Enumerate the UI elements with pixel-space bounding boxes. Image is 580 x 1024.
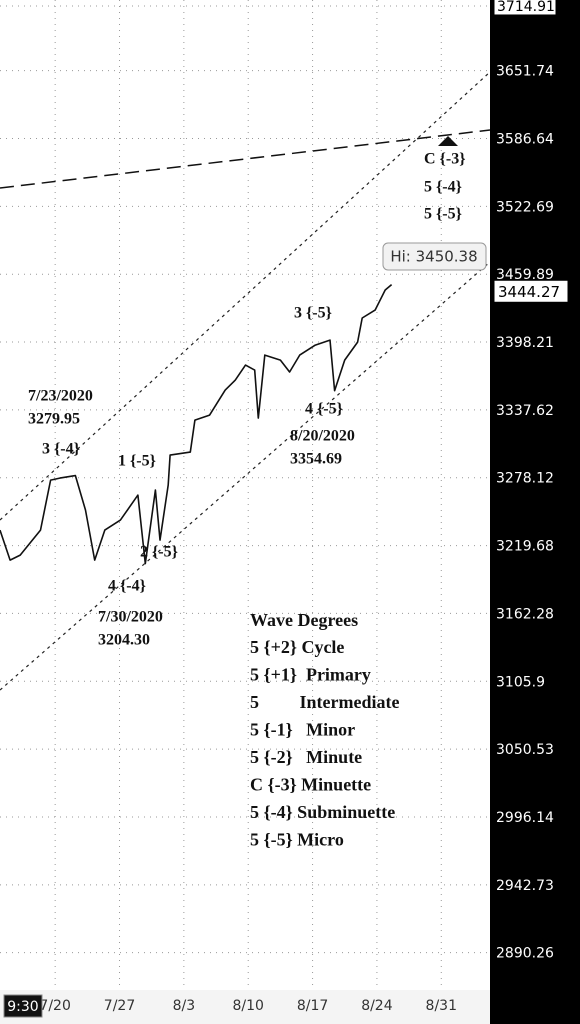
legend-row: C {-3} Minuette [250,775,371,795]
wave-annotation: C {-3} [424,151,466,168]
legend-row: 5 {-2} Minute [250,747,362,767]
wave-annotation: 3279.95 [28,411,80,428]
y-tick-label: 3714.91 [497,0,555,15]
wave-annotation: 5 {-4} [424,179,462,196]
trend-line [0,129,491,189]
plot-background [0,0,490,990]
y-tick-label: 3337.62 [496,403,554,419]
labels: 3714.91 3651.74 3586.64 3522.69 3459.89 3398.… [3,0,569,1018]
legend-row: 5 {+1} Primary [250,665,371,685]
high-label-box [382,242,487,271]
legend-title: Wave Degrees [250,610,358,630]
wave-annotation: 3354.69 [290,451,342,468]
high-label: Hi: 3450.38 [390,248,477,266]
target-marker [438,136,458,146]
y-tick-label: 3162.28 [496,606,554,622]
wave-annotation: 5 {-5} [424,206,462,223]
y-tick-label: 3105.9 [496,674,545,690]
x-tick-label: 7/27 [104,998,135,1014]
marks [0,283,393,565]
legend-row: 5 {-4} Subminuette [250,802,395,822]
wave-annotation: 4 {-4} [108,578,146,595]
cursor-box [3,994,43,1018]
x-tick-label: 8/31 [426,998,457,1014]
channel-upper [0,71,491,521]
wave-annotation: 3204.30 [98,632,150,649]
price-line [0,283,393,565]
y-tick-label: 3398.21 [496,335,554,351]
wave-annotation: 8/20/2020 [290,428,355,445]
y-tick-label: 3459.89 [496,267,554,283]
x-tick-label: 7/20 [39,998,70,1014]
y-axis-panel [490,0,580,1024]
last-price-box [493,279,569,303]
y-tick-label: 3651.74 [496,64,554,80]
x-tick-label: 8/24 [361,998,393,1014]
wave-annotation: 3 {-5} [294,305,332,322]
y-tick-label: 2890.26 [496,946,554,962]
y-tick-label: 3522.69 [496,199,554,215]
last-price-label: 3444.27 [498,283,560,301]
y-tick-label: 2996.14 [496,810,554,826]
y-tick-label: 3586.64 [496,132,554,148]
wave-annotation: 4 {-5} [305,401,343,418]
wave-annotation: 2 {-5} [140,544,178,561]
wave-annotation: 3 {-4} [42,441,80,458]
legend-row: 5 {+2} Cycle [250,637,344,657]
y-tick-label: 3050.53 [496,742,554,758]
x-tick-label: 8/10 [232,998,263,1014]
y-tick-label: 2942.73 [496,878,554,894]
legend-row: 5 Intermediate [250,692,399,712]
legend-row: 5 {-1} Minor [250,720,355,740]
cursor-label: 9:30 [7,999,38,1015]
y-tick-box [493,0,557,16]
y-tick-label: 3278.12 [496,471,554,487]
grid [0,0,490,990]
y-tick-label: 3219.68 [496,539,554,555]
wave-annotation: 7/30/2020 [98,609,163,626]
wave-annotation: 7/23/2020 [28,388,93,405]
legend-row: 5 {-5} Micro [250,830,344,850]
wave-annotation: 1 {-5} [118,453,156,470]
x-tick-label: 8/17 [297,998,328,1014]
x-axis-panel [0,990,490,1024]
x-tick-label: 8/3 [173,998,196,1014]
